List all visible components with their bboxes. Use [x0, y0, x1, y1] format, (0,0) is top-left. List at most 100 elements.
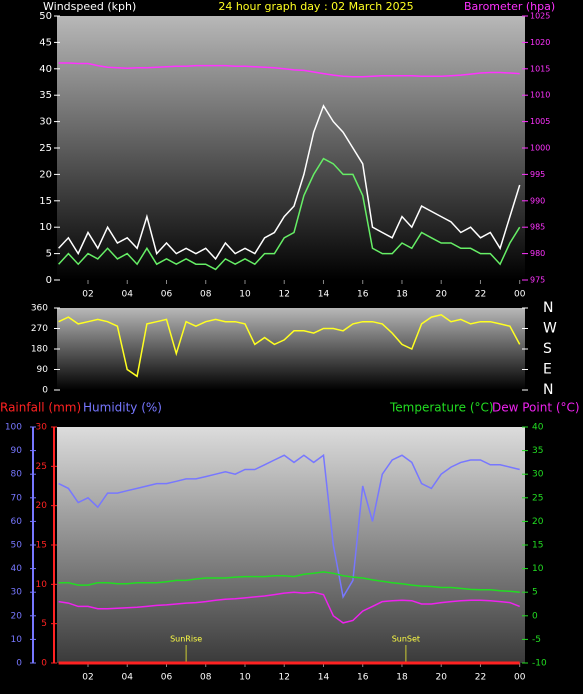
x-tick-label: 16	[357, 673, 369, 683]
plot-bg	[57, 427, 525, 663]
x-tick-label: 12	[279, 673, 290, 683]
y-tick-label: 1020	[530, 38, 550, 47]
y-tick-label: 50	[11, 541, 23, 551]
x-tick-label: 04	[122, 290, 134, 300]
x-tick-label: 16	[357, 290, 369, 300]
series-line	[58, 62, 520, 78]
y-tick-label: 985	[530, 223, 545, 232]
legend-entry: Humidity (%)	[83, 401, 162, 415]
y-tick-label: 20	[36, 501, 48, 511]
y-tick-label: 0	[41, 659, 47, 669]
y-tick-label: 0	[46, 275, 52, 286]
y-tick-label: 0	[16, 659, 22, 669]
y-tick-label: 10	[36, 580, 48, 590]
y-tick-label: 40	[532, 423, 544, 433]
x-tick-label: 10	[239, 290, 251, 300]
y-tick-label: 100	[5, 423, 22, 433]
y-tick-label: 15	[39, 196, 52, 207]
y-tick-label: 995	[530, 170, 545, 179]
y-tick-label: 90	[11, 446, 23, 456]
y-tick-label: N	[543, 300, 553, 316]
x-tick-label: 22	[475, 673, 486, 683]
y-tick-label: N	[543, 382, 553, 398]
x-tick-label: 02	[82, 673, 93, 683]
series-line	[58, 571, 520, 593]
y-tick-label: 0	[532, 611, 538, 621]
y-tick-label: 35	[39, 90, 52, 101]
y-tick-label: 10	[11, 635, 23, 645]
y-tick-label: 5	[532, 588, 538, 598]
x-tick-label: 00	[514, 290, 526, 300]
chart-title: 24 hour graph day : 02 March 2025	[218, 0, 413, 13]
y-tick-label: 1005	[530, 117, 550, 126]
y-tick-label: -5	[532, 635, 541, 645]
legend-entry: Dew Point (°C)	[492, 401, 580, 415]
y-tick-label: 60	[11, 517, 23, 527]
x-tick-label: 22	[475, 290, 486, 300]
legend-entry: Rainfall (mm)	[0, 401, 81, 415]
series-line	[58, 453, 520, 599]
y-tick-label: 20	[39, 169, 52, 180]
x-tick-label: 14	[318, 673, 330, 683]
y-tick-label: 25	[532, 493, 543, 503]
y-tick-label: 15	[36, 541, 47, 551]
y-tick-label: 30	[11, 588, 23, 598]
annotation: SunSet	[392, 635, 420, 644]
y-tick-label: 10	[532, 564, 544, 574]
series-line	[58, 313, 521, 378]
x-tick-label: 00	[514, 673, 526, 683]
annotation: SunRise	[170, 635, 202, 644]
y-tick-label: 1025	[530, 12, 550, 21]
series-line	[58, 591, 520, 624]
y-tick-label: 50	[39, 11, 52, 22]
series-line	[58, 157, 521, 271]
y-tick-label: 70	[11, 493, 23, 503]
y-tick-label: 5	[41, 619, 47, 629]
y-tick-label: 5	[46, 249, 52, 260]
x-tick-label: 06	[161, 290, 173, 300]
y-tick-label: 80	[11, 470, 23, 480]
x-tick-label: 08	[200, 673, 212, 683]
y-tick-label: 20	[11, 611, 23, 621]
y-tick-label: 35	[532, 446, 543, 456]
y-tick-label: 975	[530, 276, 545, 285]
y-tick-label: 980	[530, 249, 545, 258]
y-tick-label: -10	[532, 659, 547, 669]
y-tick-label: W	[543, 321, 557, 337]
y-tick-label: 20	[532, 517, 544, 527]
y-tick-label: 15	[532, 541, 543, 551]
y-tick-label: 270	[31, 324, 48, 334]
x-tick-label: 18	[396, 673, 408, 683]
y-tick-label: 25	[36, 462, 47, 472]
y-tick-label: 180	[31, 345, 48, 355]
y-tick-label: 40	[39, 64, 52, 75]
y-tick-label: 10	[39, 222, 52, 233]
x-tick-label: 10	[239, 673, 251, 683]
y-tick-label: 1010	[530, 91, 550, 100]
y-tick-label: 45	[39, 37, 52, 48]
y-tick-label: 0	[42, 386, 48, 396]
x-tick-label: 12	[279, 290, 290, 300]
x-tick-label: 04	[122, 673, 134, 683]
y-tick-label: 40	[11, 564, 23, 574]
y-tick-label: 90	[37, 365, 49, 375]
y-tick-label: 360	[31, 304, 48, 314]
y-tick-label: 30	[532, 470, 544, 480]
x-tick-label: 06	[161, 673, 173, 683]
series-line	[58, 104, 521, 261]
x-tick-label: 18	[396, 290, 408, 300]
x-tick-label: 14	[318, 290, 330, 300]
plot-bg	[57, 16, 525, 280]
y-tick-label: 1015	[530, 64, 550, 73]
y2-label: Barometer (hpa)	[464, 0, 555, 13]
y-tick-label: S	[543, 341, 552, 357]
x-tick-label: 20	[435, 673, 447, 683]
y-tick-label: 990	[530, 196, 545, 205]
y-tick-label: E	[543, 362, 552, 378]
y-tick-label: 1000	[530, 144, 550, 153]
x-tick-label: 02	[82, 290, 93, 300]
y-tick-label: 25	[39, 143, 52, 154]
x-tick-label: 08	[200, 290, 212, 300]
y-tick-label: 30	[39, 117, 52, 128]
